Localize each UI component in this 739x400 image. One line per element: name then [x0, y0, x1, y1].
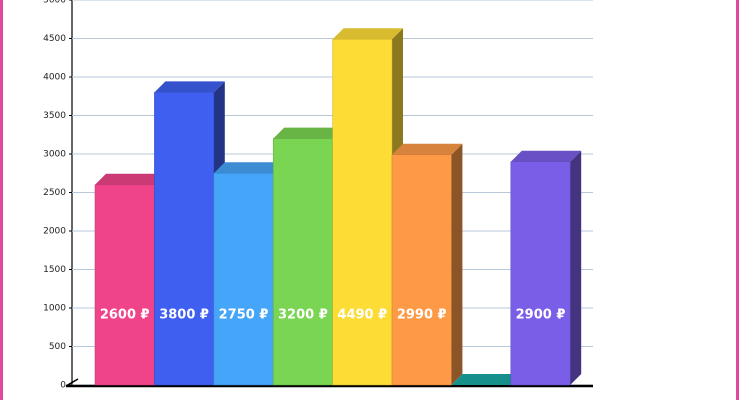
y-tick-label: 3000: [43, 150, 66, 160]
bar-top: [451, 374, 522, 385]
value-label: 3200 ₽: [278, 308, 328, 323]
floor-edge: [65, 378, 79, 387]
value-label: 2990 ₽: [397, 308, 447, 323]
value-label: 2750 ₽: [219, 308, 269, 323]
bar-top: [510, 150, 582, 162]
y-tick-label: 3500: [43, 111, 66, 121]
bar-top: [392, 143, 463, 155]
value-label: 2900 ₽: [516, 308, 566, 323]
bar-top: [213, 162, 285, 174]
y-tick-label: 4500: [43, 34, 66, 44]
bar-side: [570, 150, 582, 385]
bar-top: [154, 81, 225, 93]
y-tick-label: 1000: [43, 304, 66, 314]
y-tick-label: 5000: [43, 0, 66, 6]
bar-top: [332, 28, 403, 40]
y-tick-label: 500: [49, 342, 66, 352]
bar-side: [451, 143, 463, 385]
value-label: 4490 ₽: [337, 308, 387, 323]
value-label: 3800 ₽: [159, 308, 209, 323]
bar-top: [95, 173, 166, 185]
bar: [213, 173, 274, 386]
bar-top: [273, 127, 344, 139]
y-tick-label: 4000: [43, 73, 66, 83]
y-tick-label: 0: [60, 381, 66, 391]
y-tick-label: 1500: [43, 265, 66, 275]
y-tick-label: 2500: [43, 188, 66, 198]
bar: [272, 138, 333, 386]
bar: [332, 39, 393, 386]
bar: [94, 184, 155, 386]
value-label: 2600 ₽: [100, 308, 150, 323]
bar: [391, 154, 452, 386]
bar: [154, 92, 215, 386]
y-tick-label: 2000: [43, 227, 66, 237]
bar: [510, 161, 571, 386]
